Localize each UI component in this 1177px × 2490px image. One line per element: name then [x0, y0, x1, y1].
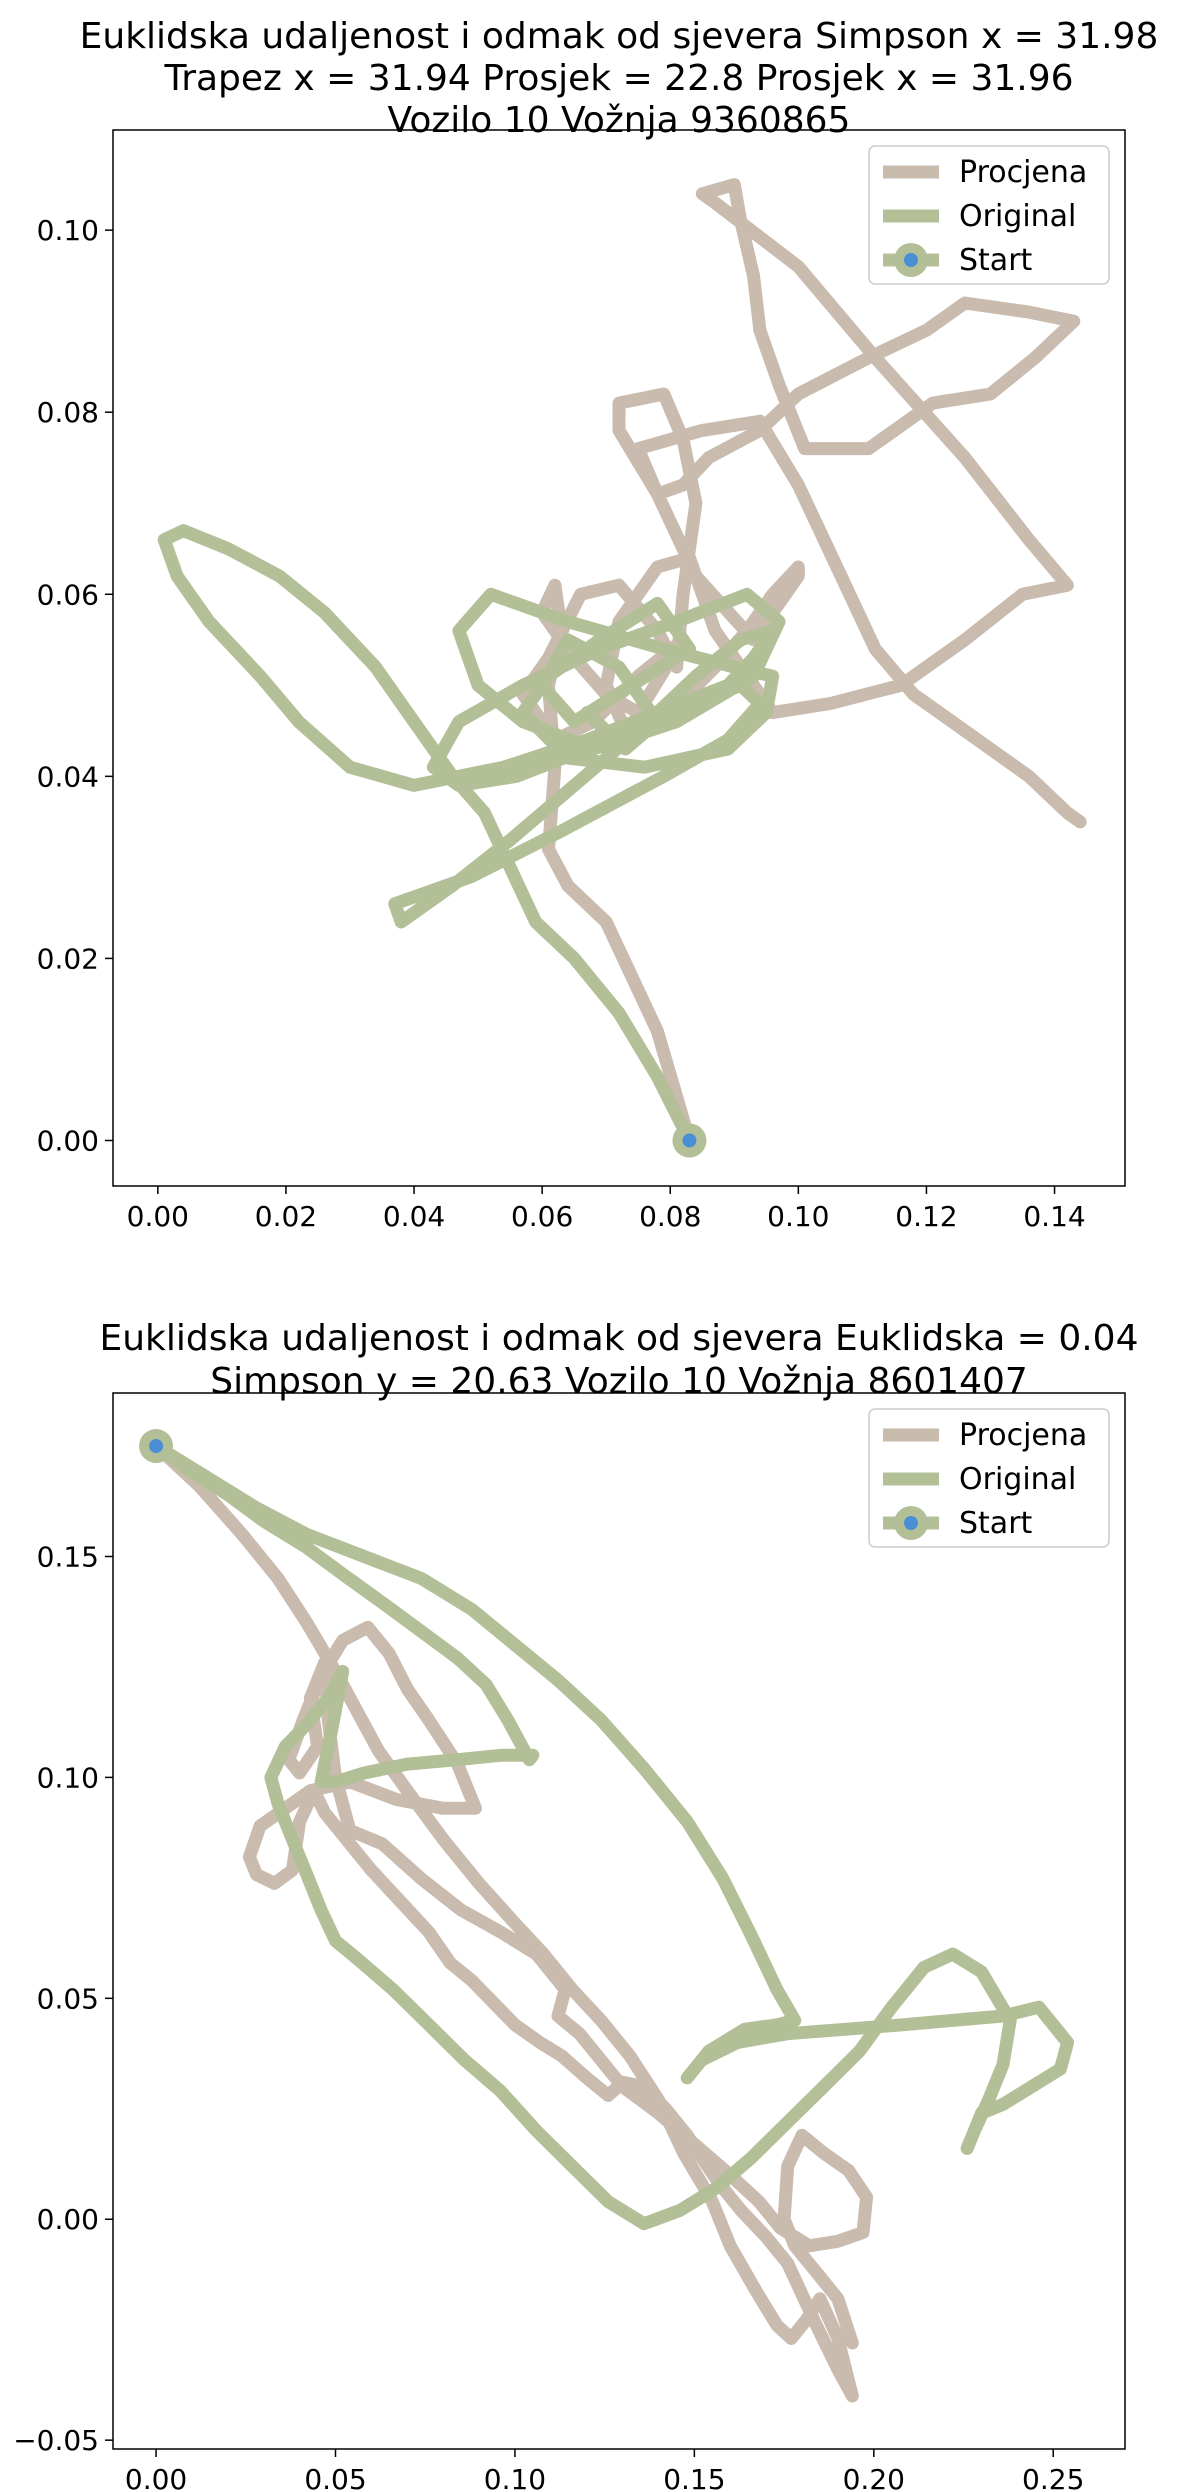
chart-title-line: Vozilo 10 Vožnja 9360865 — [388, 100, 851, 141]
plot-frame — [112, 129, 1126, 1187]
chart-title-line: Euklidska udaljenost i odmak od sjevera … — [80, 16, 1159, 57]
chart-top: Euklidska udaljenost i odmak od sjevera … — [37, 16, 1159, 1233]
y-tick-label: 0.10 — [37, 214, 99, 247]
legend-label: Start — [959, 1506, 1033, 1541]
legend-box — [868, 1408, 1110, 1548]
y-tick-label: 0.00 — [37, 1124, 99, 1157]
x-tick-label: 0.10 — [767, 1200, 829, 1233]
x-tick-label: 0.14 — [1023, 1200, 1085, 1233]
x-tick-label: 0.12 — [895, 1200, 957, 1233]
legend-label: Original — [959, 199, 1076, 234]
legend-label: Start — [959, 243, 1033, 278]
x-tick-label: 0.00 — [125, 2463, 187, 2490]
series-line-original — [157, 524, 786, 1147]
legend: Procjena Original Start — [868, 145, 1110, 285]
series-line-procjena — [149, 1439, 874, 2403]
x-tick-label: 0.25 — [1022, 2463, 1084, 2490]
legend-label: Procjena — [959, 155, 1087, 190]
x-tick-label: 0.06 — [511, 1200, 573, 1233]
plot-frame — [112, 1392, 1126, 2450]
legend-box — [868, 145, 1110, 285]
x-tick-label: 0.10 — [484, 2463, 546, 2490]
y-tick-label: 0.15 — [37, 1540, 99, 1573]
legend-label: Original — [959, 1462, 1076, 1497]
legend-start-point — [904, 253, 918, 267]
x-tick-label: 0.05 — [304, 2463, 366, 2490]
legend-label: Procjena — [959, 1418, 1087, 1453]
x-tick-label: 0.20 — [843, 2463, 905, 2490]
start-marker-point — [149, 1439, 164, 1454]
start-marker-point — [682, 1133, 697, 1148]
x-tick-label: 0.08 — [639, 1200, 701, 1233]
chart-title-line: Simpson y = 20.63 Vozilo 10 Vožnja 86014… — [210, 1361, 1028, 1402]
y-tick-label: 0.02 — [37, 942, 99, 975]
x-tick-label: 0.04 — [383, 1200, 445, 1233]
y-tick-label: 0.10 — [37, 1761, 99, 1794]
x-tick-label: 0.00 — [127, 1200, 189, 1233]
chart-title-line: Euklidska udaljenost i odmak od sjevera … — [99, 1318, 1138, 1359]
plot-area — [139, 1429, 1075, 2403]
legend-start-point — [904, 1516, 918, 1530]
chart-bottom: Euklidska udaljenost i odmak od sjevera … — [13, 1318, 1138, 2490]
x-tick-label: 0.02 — [255, 1200, 317, 1233]
y-tick-label: 0.06 — [37, 578, 99, 611]
y-tick-label: 0.04 — [37, 760, 99, 793]
chart-title-line: Trapez x = 31.94 Prosjek = 22.8 Prosjek … — [164, 58, 1074, 99]
y-tick-label: −0.05 — [13, 2424, 99, 2457]
y-tick-label: 0.00 — [37, 2203, 99, 2236]
plot-area — [157, 178, 1087, 1158]
y-tick-label: 0.08 — [37, 396, 99, 429]
x-tick-label: 0.15 — [663, 2463, 725, 2490]
legend: Procjena Original Start — [868, 1408, 1110, 1548]
y-tick-label: 0.05 — [37, 1982, 99, 2015]
series-line-original — [149, 1439, 1075, 2231]
